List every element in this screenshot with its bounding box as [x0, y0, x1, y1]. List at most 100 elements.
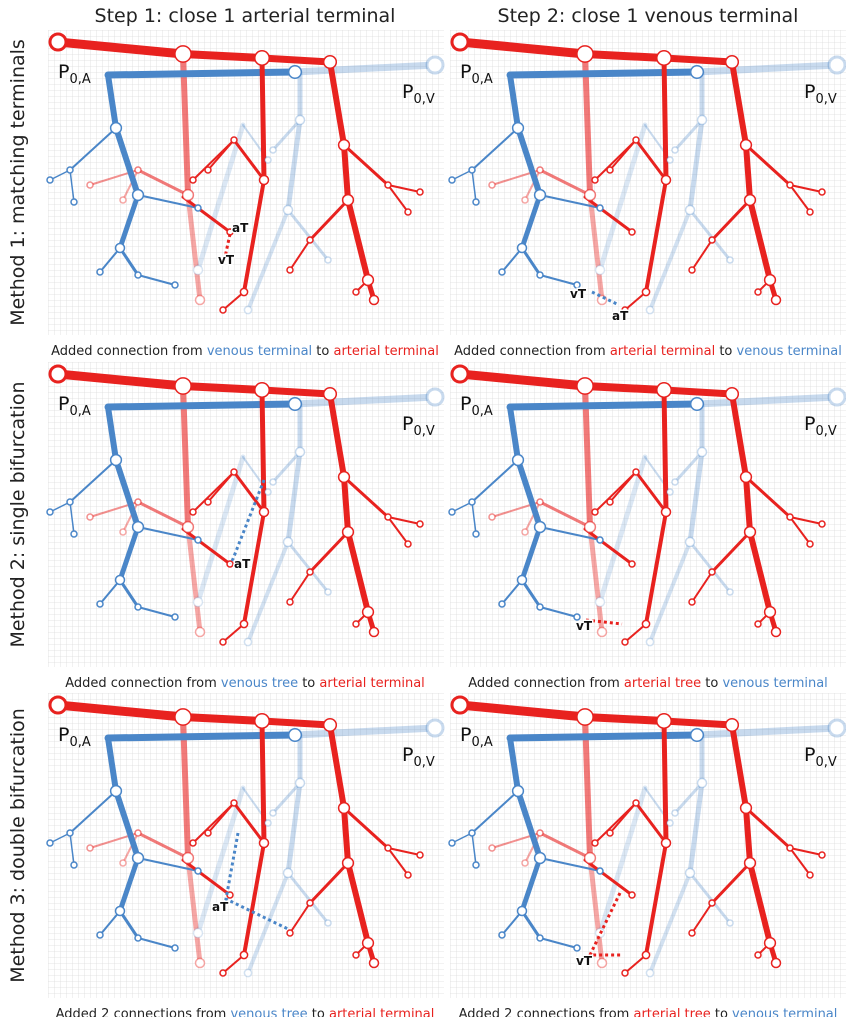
node — [671, 146, 679, 154]
terminal-label: vT — [576, 619, 593, 633]
vessel — [644, 841, 668, 957]
root-label-base: P — [58, 724, 69, 746]
node — [516, 574, 528, 586]
row-label: Method 1: matching terminals — [7, 39, 29, 326]
vessel — [69, 169, 75, 203]
node — [621, 306, 629, 314]
node — [384, 181, 392, 189]
root-label-sub: 0,A — [69, 735, 90, 750]
node — [689, 396, 705, 412]
node — [322, 54, 338, 70]
vessel — [471, 501, 477, 535]
node — [641, 287, 651, 297]
node — [258, 174, 270, 186]
node — [536, 934, 544, 942]
vessel — [185, 524, 203, 635]
node — [294, 777, 306, 789]
node — [628, 891, 636, 899]
vessel — [180, 714, 191, 861]
node — [287, 396, 303, 412]
vessel — [179, 713, 266, 725]
node — [361, 273, 375, 287]
node — [306, 899, 314, 907]
caption-part: to — [308, 1007, 329, 1017]
vessel — [688, 871, 732, 925]
vessel — [291, 61, 439, 76]
node — [533, 851, 547, 865]
node — [488, 181, 496, 189]
node — [352, 951, 360, 959]
node — [341, 525, 355, 539]
root-label-sub: 0,V — [413, 92, 434, 107]
venous-root — [827, 387, 846, 407]
vessel — [387, 184, 421, 193]
vessel — [69, 459, 117, 503]
root-label-sub: 0,V — [815, 92, 836, 107]
node — [337, 138, 351, 152]
vessel — [232, 470, 266, 514]
venous-root — [425, 55, 445, 75]
node — [468, 829, 476, 837]
vessel — [729, 722, 749, 811]
caption-part: to — [312, 344, 333, 359]
node — [511, 784, 525, 798]
node — [219, 969, 227, 977]
vessel — [69, 127, 117, 171]
node — [786, 513, 794, 521]
node — [286, 598, 294, 606]
vessel — [285, 780, 303, 876]
node — [724, 54, 740, 70]
added-connection — [222, 233, 232, 263]
node — [322, 717, 338, 733]
node — [818, 188, 826, 196]
node — [739, 801, 753, 815]
arterial-root — [48, 364, 68, 384]
vessel — [113, 125, 141, 198]
root-label-base: P — [804, 413, 815, 435]
vessel — [113, 788, 141, 861]
node — [632, 136, 640, 144]
vessel — [634, 470, 668, 514]
node — [286, 929, 294, 937]
vessel — [661, 55, 669, 183]
node — [724, 717, 740, 733]
vessel — [744, 475, 792, 519]
node — [109, 121, 123, 135]
vessel — [207, 139, 235, 171]
node — [594, 596, 606, 608]
vessel — [538, 168, 592, 197]
vessel — [729, 391, 749, 480]
node — [488, 844, 496, 852]
node — [591, 176, 599, 184]
node — [621, 638, 629, 646]
arterial-root — [48, 695, 68, 715]
vessel — [673, 118, 704, 152]
vessel — [515, 125, 543, 198]
vessel — [53, 700, 188, 722]
node — [181, 520, 195, 534]
vessel — [104, 731, 299, 742]
root-label-sub: 0,A — [471, 404, 492, 419]
node — [194, 957, 206, 969]
node — [472, 861, 480, 869]
caption-part: to — [715, 344, 736, 359]
vessel — [524, 832, 541, 864]
vessel — [105, 735, 119, 794]
terminal-label: aT — [212, 900, 229, 914]
vessel — [232, 138, 266, 182]
node — [754, 951, 762, 959]
node — [573, 944, 581, 952]
vessel — [582, 51, 593, 198]
node — [96, 931, 104, 939]
node — [770, 294, 782, 306]
vessel — [259, 718, 267, 846]
node — [628, 560, 636, 568]
node — [239, 950, 249, 960]
vessel — [137, 606, 176, 618]
root-label: P0,A — [460, 393, 493, 419]
vessel — [710, 530, 752, 574]
node — [109, 453, 123, 467]
node — [688, 598, 696, 606]
vessel — [710, 198, 752, 242]
